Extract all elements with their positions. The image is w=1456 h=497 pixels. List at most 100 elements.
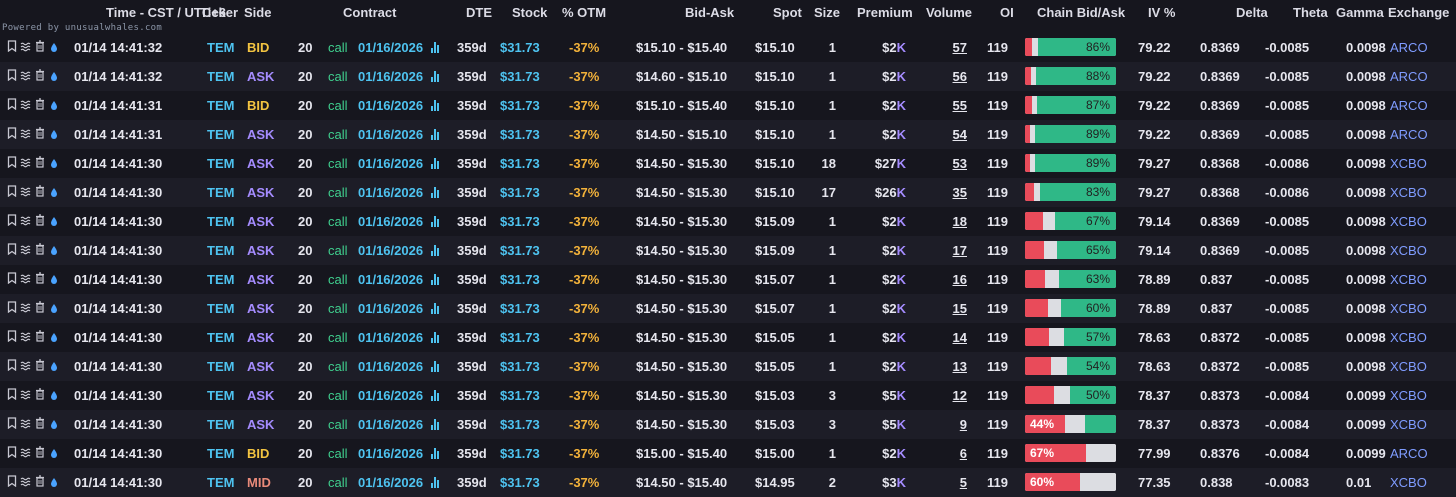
waves-icon[interactable] (20, 446, 31, 459)
trash-icon[interactable] (34, 127, 45, 140)
bookmark-icon[interactable] (6, 272, 17, 285)
chart-bars-icon[interactable] (431, 71, 441, 82)
trash-icon[interactable] (34, 330, 45, 343)
powered-by-label[interactable]: Powered by unusualwhales.com (2, 23, 163, 33)
row-expiry[interactable]: 01/16/2026 (358, 359, 424, 374)
header-otm[interactable]: % OTM (562, 5, 607, 20)
trash-icon[interactable] (34, 214, 45, 227)
bookmark-icon[interactable] (6, 156, 17, 169)
drop-icon[interactable] (48, 359, 59, 372)
trash-icon[interactable] (34, 185, 45, 198)
row-ticker[interactable]: TEM (207, 388, 235, 403)
row-volume[interactable]: 5 (959, 475, 967, 490)
waves-icon[interactable] (20, 40, 31, 53)
drop-icon[interactable] (48, 156, 59, 169)
trash-icon[interactable] (34, 417, 45, 430)
table-row[interactable]: 01/14 14:41:30 TEM ASK 20 call 01/16/202… (0, 352, 1456, 381)
row-expiry[interactable]: 01/16/2026 (358, 301, 424, 316)
row-volume[interactable]: 12 (952, 388, 967, 403)
waves-icon[interactable] (20, 330, 31, 343)
table-row[interactable]: 01/14 14:41:31 TEM BID 20 call 01/16/202… (0, 91, 1456, 120)
trash-icon[interactable] (34, 359, 45, 372)
bookmark-icon[interactable] (6, 243, 17, 256)
drop-icon[interactable] (48, 69, 59, 82)
drop-icon[interactable] (48, 301, 59, 314)
waves-icon[interactable] (20, 185, 31, 198)
bookmark-icon[interactable] (6, 214, 17, 227)
waves-icon[interactable] (20, 388, 31, 401)
bookmark-icon[interactable] (6, 475, 17, 488)
table-row[interactable]: 01/14 14:41:30 TEM ASK 20 call 01/16/202… (0, 149, 1456, 178)
table-row[interactable]: 01/14 14:41:30 TEM MID 20 call 01/16/202… (0, 468, 1456, 497)
row-ticker[interactable]: TEM (207, 417, 235, 432)
row-ticker[interactable]: TEM (207, 243, 235, 258)
header-bid-ask[interactable]: Bid-Ask (685, 5, 735, 20)
header-dte[interactable]: DTE (466, 5, 492, 20)
chart-bars-icon[interactable] (431, 245, 441, 256)
row-ticker[interactable]: TEM (207, 214, 235, 229)
table-row[interactable]: 01/14 14:41:32 TEM ASK 20 call 01/16/202… (0, 62, 1456, 91)
table-row[interactable]: 01/14 14:41:30 TEM ASK 20 call 01/16/202… (0, 294, 1456, 323)
chart-bars-icon[interactable] (431, 100, 441, 111)
header-volume[interactable]: Volume (926, 5, 972, 20)
row-volume[interactable]: 35 (952, 185, 967, 200)
row-expiry[interactable]: 01/16/2026 (358, 40, 424, 55)
chart-bars-icon[interactable] (431, 158, 441, 169)
row-expiry[interactable]: 01/16/2026 (358, 330, 424, 345)
row-ticker[interactable]: TEM (207, 156, 235, 171)
row-volume[interactable]: 53 (952, 156, 967, 171)
drop-icon[interactable] (48, 243, 59, 256)
row-ticker[interactable]: TEM (207, 40, 235, 55)
table-row[interactable]: 01/14 14:41:30 TEM ASK 20 call 01/16/202… (0, 323, 1456, 352)
header-gamma[interactable]: Gamma (1336, 5, 1384, 20)
row-expiry[interactable]: 01/16/2026 (358, 185, 424, 200)
header-size[interactable]: Size (814, 5, 841, 20)
chart-bars-icon[interactable] (431, 274, 441, 285)
chart-bars-icon[interactable] (431, 129, 441, 140)
header-theta[interactable]: Theta (1293, 5, 1328, 20)
row-expiry[interactable]: 01/16/2026 (358, 272, 424, 287)
table-row[interactable]: 01/14 14:41:30 TEM BID 20 call 01/16/202… (0, 439, 1456, 468)
header-oi[interactable]: OI (1000, 5, 1014, 20)
bookmark-icon[interactable] (6, 69, 17, 82)
drop-icon[interactable] (48, 98, 59, 111)
row-volume[interactable]: 15 (952, 301, 967, 316)
header-premium[interactable]: Premium (857, 5, 913, 20)
row-expiry[interactable]: 01/16/2026 (358, 388, 424, 403)
row-ticker[interactable]: TEM (207, 446, 235, 461)
row-volume[interactable]: 56 (952, 69, 967, 84)
row-expiry[interactable]: 01/16/2026 (358, 98, 424, 113)
bookmark-icon[interactable] (6, 301, 17, 314)
bookmark-icon[interactable] (6, 388, 17, 401)
row-ticker[interactable]: TEM (207, 330, 235, 345)
drop-icon[interactable] (48, 40, 59, 53)
row-volume[interactable]: 14 (952, 330, 967, 345)
row-volume[interactable]: 54 (952, 127, 967, 142)
bookmark-icon[interactable] (6, 446, 17, 459)
waves-icon[interactable] (20, 214, 31, 227)
waves-icon[interactable] (20, 359, 31, 372)
table-row[interactable]: 01/14 14:41:30 TEM ASK 20 call 01/16/202… (0, 178, 1456, 207)
chart-bars-icon[interactable] (431, 390, 441, 401)
table-row[interactable]: 01/14 14:41:32 TEM BID 20 call 01/16/202… (0, 33, 1456, 62)
waves-icon[interactable] (20, 156, 31, 169)
row-ticker[interactable]: TEM (207, 185, 235, 200)
waves-icon[interactable] (20, 243, 31, 256)
trash-icon[interactable] (34, 156, 45, 169)
trash-icon[interactable] (34, 388, 45, 401)
trash-icon[interactable] (34, 446, 45, 459)
header-chain-bid-ask[interactable]: Chain Bid/Ask (1037, 5, 1126, 20)
trash-icon[interactable] (34, 301, 45, 314)
row-volume[interactable]: 18 (952, 214, 967, 229)
chart-bars-icon[interactable] (431, 42, 441, 53)
chart-bars-icon[interactable] (431, 361, 441, 372)
drop-icon[interactable] (48, 330, 59, 343)
waves-icon[interactable] (20, 475, 31, 488)
drop-icon[interactable] (48, 214, 59, 227)
row-expiry[interactable]: 01/16/2026 (358, 475, 424, 490)
bookmark-icon[interactable] (6, 185, 17, 198)
row-volume[interactable]: 9 (959, 417, 967, 432)
table-row[interactable]: 01/14 14:41:30 TEM ASK 20 call 01/16/202… (0, 236, 1456, 265)
table-row[interactable]: 01/14 14:41:30 TEM ASK 20 call 01/16/202… (0, 207, 1456, 236)
header-stock[interactable]: Stock (512, 5, 548, 20)
